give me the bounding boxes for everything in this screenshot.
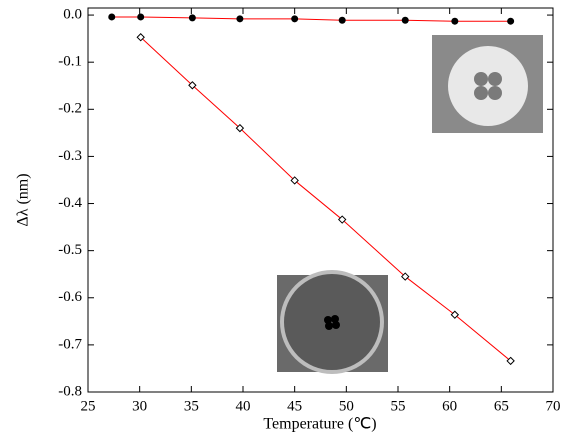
y-tick-label: -0.7 <box>58 336 82 352</box>
point <box>506 356 515 366</box>
point <box>291 15 299 23</box>
x-tick-label: 25 <box>81 398 96 414</box>
x-tick-label: 35 <box>184 398 199 414</box>
inset-photo-bottom <box>277 270 388 374</box>
fit-line <box>111 16 511 22</box>
point <box>401 272 410 281</box>
y-tick-label: -0.3 <box>58 148 82 164</box>
y-tick-label: -0.4 <box>58 195 82 211</box>
x-tick-label: 40 <box>236 398 251 414</box>
point <box>136 33 145 42</box>
y-tick-label: -0.1 <box>58 54 82 70</box>
x-tick-label: 30 <box>132 398 147 414</box>
x-tick-label: 60 <box>442 398 457 414</box>
point <box>450 310 460 319</box>
y-tick-label: -0.2 <box>58 101 82 117</box>
point <box>290 176 299 185</box>
point <box>337 215 347 224</box>
point <box>338 16 346 24</box>
x-tick-label: 50 <box>339 398 354 414</box>
x-tick-label: 45 <box>287 398 302 414</box>
point <box>401 16 409 24</box>
point <box>235 123 245 133</box>
y-tick-label: -0.6 <box>58 289 82 305</box>
point <box>137 13 145 21</box>
point <box>507 17 515 25</box>
point <box>108 13 116 21</box>
fit-line <box>140 36 511 362</box>
plot-frame <box>87 7 554 393</box>
y-tick-label: -0.5 <box>58 242 82 258</box>
point <box>188 81 197 90</box>
point <box>451 17 459 25</box>
inset-photo-top <box>432 35 543 133</box>
x-tick-label: 55 <box>391 398 406 414</box>
y-tick-label: 0.0 <box>63 7 82 23</box>
x-axis-title: Temperature (℃) <box>263 416 376 433</box>
x-tick-label: 70 <box>546 398 561 414</box>
point <box>188 14 196 22</box>
y-tick-label: -0.8 <box>58 383 82 399</box>
y-axis-title: Δλ (nm) <box>15 173 32 226</box>
x-tick-label: 65 <box>494 398 509 414</box>
point <box>236 15 244 23</box>
